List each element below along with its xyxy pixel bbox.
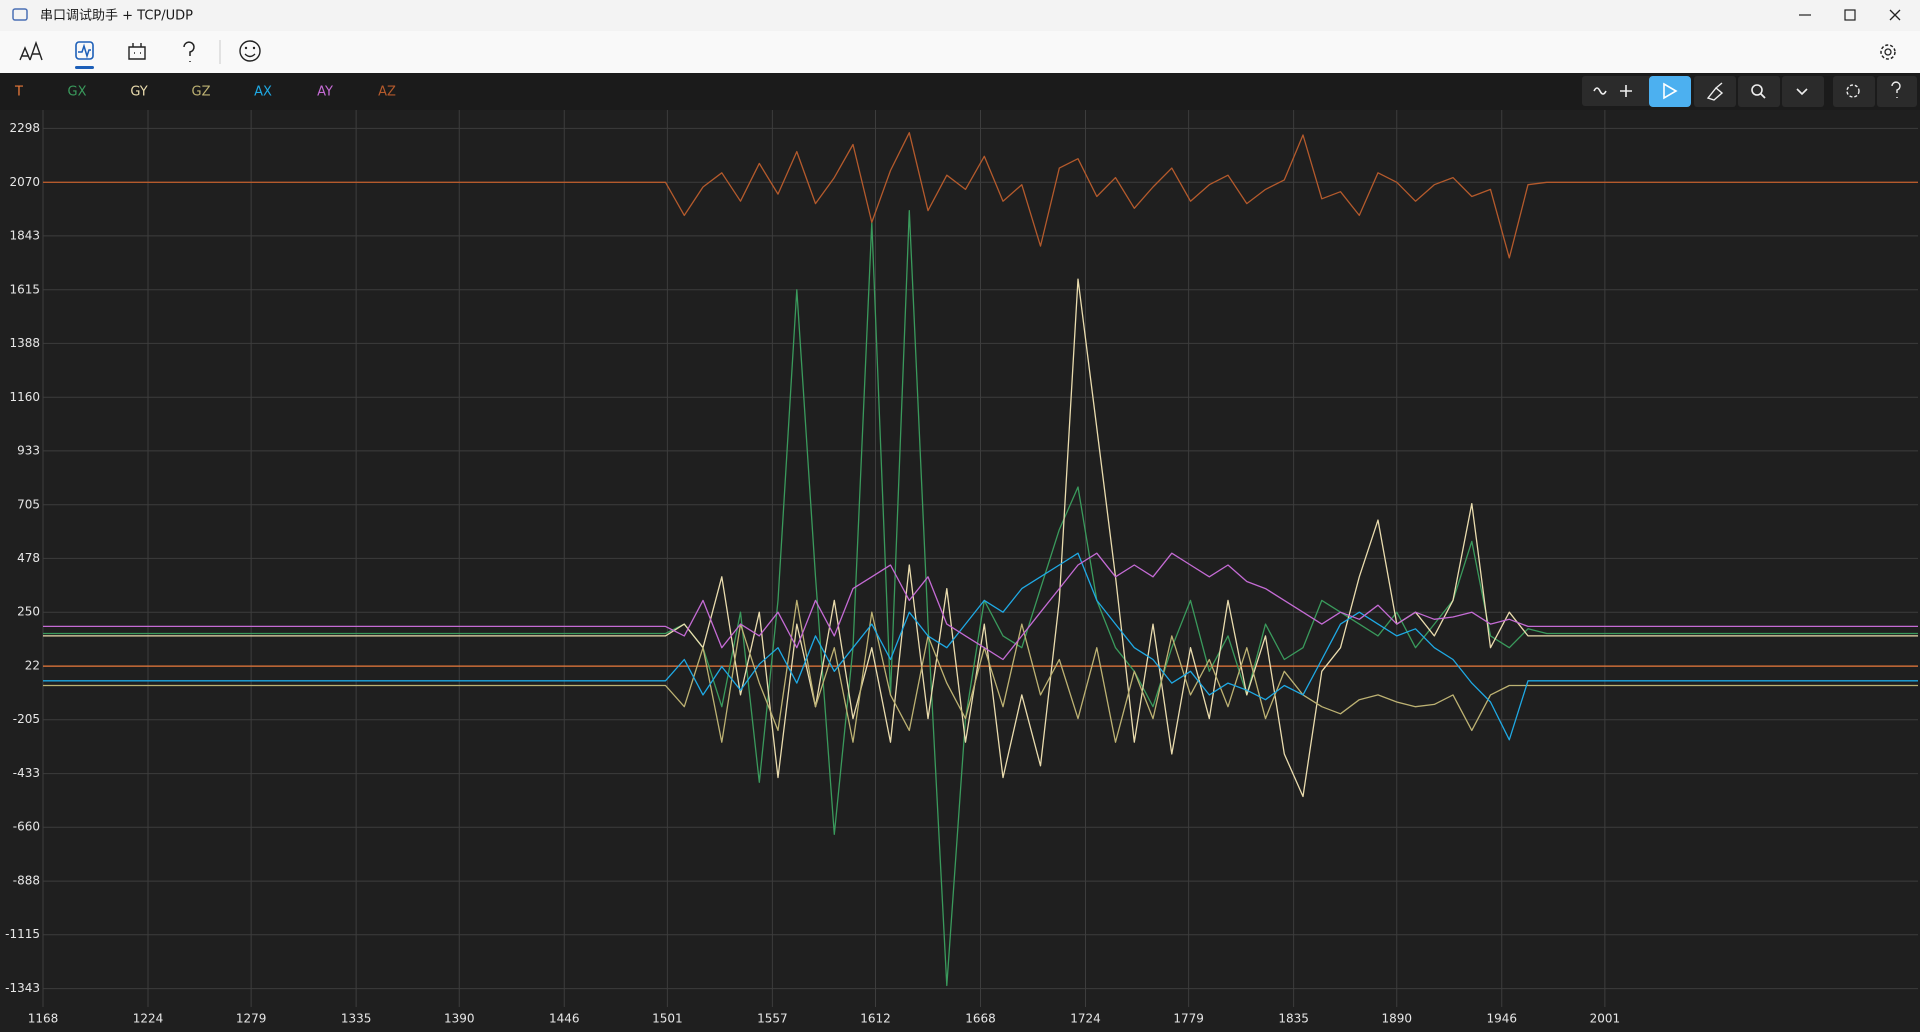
title-bar: 串口调试助手 + TCP/UDP <box>0 0 1920 31</box>
chart-background <box>0 73 1920 1032</box>
dropdown-button[interactable] <box>1782 76 1824 107</box>
x-tick-label: 1279 <box>236 1012 267 1026</box>
toolbar-icons <box>19 40 1896 69</box>
y-tick-label: -1115 <box>5 927 40 941</box>
window-title: 串口调试助手 + TCP/UDP <box>40 9 193 24</box>
plot-lines <box>43 132 1918 987</box>
selected-indicator <box>75 66 94 69</box>
y-tick-label: -433 <box>13 766 40 780</box>
x-tick-label: 1612 <box>860 1012 891 1026</box>
maximize-button[interactable] <box>1844 9 1856 21</box>
y-tick-label: 1160 <box>9 390 40 404</box>
emoji-eye <box>244 46 248 50</box>
title-bar-graphics: 串口调试助手 + TCP/UDP <box>12 8 1901 24</box>
y-tick-label: 250 <box>17 605 40 619</box>
y-tick-label: 1388 <box>9 336 40 350</box>
y-tick-label: -888 <box>13 874 40 888</box>
x-tick-label: 1224 <box>133 1012 164 1026</box>
x-tick-label: 1835 <box>1278 1012 1309 1026</box>
zoom-button[interactable] <box>1738 76 1780 107</box>
y-tick-label: 22 <box>25 659 40 673</box>
x-tick-label: 1557 <box>757 1012 788 1026</box>
series-line <box>43 599 1918 743</box>
x-tick-label: 1390 <box>444 1012 475 1026</box>
legend-entry[interactable]: GZ <box>192 85 211 100</box>
chart-settings-glyph <box>1846 84 1860 98</box>
app-icon <box>12 8 28 21</box>
series-line <box>43 278 1918 798</box>
x-tick-label: 1446 <box>549 1012 580 1026</box>
y-tick-label: -1343 <box>5 981 40 995</box>
legend-entry[interactable]: GX <box>68 85 87 100</box>
x-tick-label: 1724 <box>1070 1012 1101 1026</box>
x-tick-label: 1168 <box>28 1012 59 1026</box>
legend-entry[interactable]: AX <box>254 85 272 100</box>
series-line <box>43 209 1918 987</box>
help-button[interactable] <box>183 41 195 62</box>
chart: 2298 2070 1843 1615 1388 1160 933 705 478 250 22 -2… <box>0 73 1920 1032</box>
emoji-button[interactable] <box>239 40 261 62</box>
tool-button[interactable] <box>128 43 146 60</box>
add-series-glyph <box>1593 85 1632 97</box>
x-tick-label: 1890 <box>1381 1012 1412 1026</box>
y-tick-label: 2298 <box>9 121 40 135</box>
settings-glyph <box>1884 48 1892 56</box>
clear-glyph <box>1706 82 1724 101</box>
series-line <box>43 552 1918 741</box>
font-button[interactable] <box>19 40 43 61</box>
x-tick-label: 1501 <box>652 1012 683 1026</box>
series-line <box>43 132 1918 259</box>
x-tick-label: 1335 <box>341 1012 372 1026</box>
y-tick-label: -205 <box>13 712 40 726</box>
y-tick-label: 478 <box>17 551 40 565</box>
legend-entry[interactable]: T <box>14 85 23 100</box>
play-glyph <box>1663 82 1678 100</box>
y-tick-label: 705 <box>17 497 40 511</box>
y-tick-label: 1843 <box>9 228 40 242</box>
settings-button[interactable] <box>1880 44 1896 60</box>
clear-button[interactable] <box>1694 76 1736 107</box>
legend-entry[interactable]: AZ <box>378 85 396 100</box>
toolbar <box>0 31 1920 73</box>
zoom-glyph-handle <box>1760 93 1766 99</box>
emoji-mouth <box>244 53 256 58</box>
legend-entry[interactable]: AY <box>317 85 333 100</box>
x-tick-label: 1946 <box>1486 1012 1517 1026</box>
chart-help-glyph <box>1891 81 1901 98</box>
legend-entry[interactable]: GY <box>130 85 147 100</box>
y-tick-label: 933 <box>17 443 40 457</box>
chart-button-glyph <box>78 43 91 59</box>
x-tick-label: 1668 <box>965 1012 996 1026</box>
dropdown-glyph <box>1796 88 1808 96</box>
y-tick-label: 1615 <box>9 282 40 296</box>
chart-button[interactable] <box>75 41 94 60</box>
series-line <box>43 552 1918 661</box>
chart-toolbar <box>1582 76 1917 107</box>
emoji-eye <box>252 46 256 50</box>
zoom-glyph <box>1751 84 1763 96</box>
play-button[interactable] <box>1649 76 1691 107</box>
x-tick-label: 1779 <box>1173 1012 1204 1026</box>
x-tick-label: 2001 <box>1590 1012 1621 1026</box>
y-tick-label: 2070 <box>9 175 40 189</box>
chart-settings-button[interactable] <box>1833 76 1875 107</box>
close-button[interactable] <box>1889 9 1901 21</box>
y-tick-label: -660 <box>13 820 40 834</box>
